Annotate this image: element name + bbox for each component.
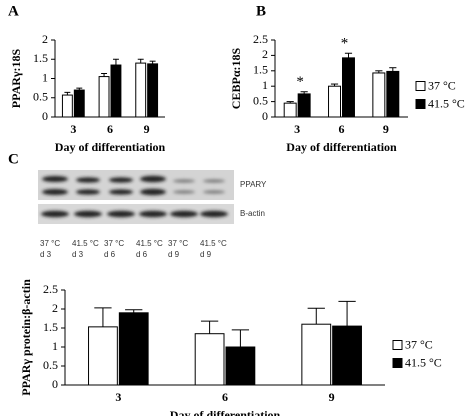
bar [342,57,355,118]
western-blot [38,170,234,224]
lane-label: 41.5 °C [200,239,227,248]
error-bar [375,70,383,73]
y-tick-label: 0 [52,377,58,391]
bar [147,63,159,118]
x-tick-label: 9 [383,122,389,136]
error-bar [300,91,308,94]
y-tick-label: 0.5 [253,93,268,107]
bar [225,346,256,386]
error-bar [286,101,294,104]
band-label: B-actin [240,209,265,218]
panel-label: A [8,3,19,19]
band-label: PPARY [240,180,267,189]
lane-label: 37 °C [40,239,60,248]
x-tick-label: 9 [144,122,150,136]
error-bar [101,72,108,77]
bar [386,70,400,118]
blot-membrane [38,204,234,224]
x-tick-label: 9 [329,390,335,404]
lane-label: d 3 [40,250,52,259]
y-tick-label: 0 [42,109,48,123]
y-tick-label: 2 [262,47,268,61]
y-tick-label: 2 [42,32,48,46]
x-tick-label: 6 [339,122,345,136]
error-bar [149,60,156,64]
y-axis-label: PPARγ protein:β-actin [19,279,33,396]
error-bar [231,329,250,347]
y-tick-label: 1 [42,70,48,84]
blot-membrane [38,170,234,200]
y-tick-label: 2.5 [253,32,268,46]
bar [372,72,386,118]
error-bar [137,58,144,64]
legend-label: 37 °C [405,337,433,351]
lane-label: 41.5 °C [136,239,163,248]
y-tick-label: 0.5 [33,90,48,104]
lane-label: 37 °C [104,239,124,248]
legend-swatch [415,81,426,91]
significance-marker: * [296,74,304,90]
legend-swatch [415,99,426,109]
error-bar [389,67,397,72]
x-tick-label: 3 [294,122,300,136]
error-bar [344,52,353,58]
y-tick-label: 1.5 [43,320,58,334]
y-axis-label: PPARγ:18S [9,48,23,108]
y-tick-label: 1 [262,78,268,92]
y-tick-label: 2.5 [43,282,58,296]
panel-label: B [256,3,266,19]
x-tick-label: 3 [115,390,121,404]
lane-label: d 6 [136,250,148,259]
legend-label: 41.5 °C [428,96,465,110]
legend-swatch [392,358,403,368]
x-tick-label: 6 [222,390,228,404]
lane-label: d 6 [104,250,116,259]
lane-label: 41.5 °C [72,239,99,248]
lane-label: 37 °C [168,239,188,248]
bar [332,325,362,386]
legend-swatch [392,340,403,350]
error-bar [200,320,219,334]
panel-label: C [8,151,19,167]
significance-marker: * [341,36,349,52]
bar [194,333,225,386]
legend-label: 37 °C [428,78,456,92]
x-axis-label: Day of differentiation [286,140,397,154]
y-tick-label: 0.5 [43,358,58,372]
y-axis-label: CEBPα:18S [229,47,243,109]
error-bar [76,87,83,91]
error-bar [338,300,356,327]
error-bar [330,83,339,87]
bar [88,326,118,386]
bar [73,89,85,118]
bar [297,93,311,118]
bar [135,62,147,118]
y-tick-label: 2 [52,301,58,315]
error-bar [112,58,119,66]
bar [118,312,149,386]
y-tick-label: 1.5 [33,51,48,65]
bar [61,94,73,118]
lane-label: d 3 [72,250,84,259]
x-tick-label: 3 [70,122,76,136]
bar [98,76,110,118]
y-tick-label: 1.5 [253,63,268,77]
error-bar [307,307,325,325]
bar [110,64,122,118]
x-axis-label: Day of differentiation [170,408,281,416]
y-tick-label: 1 [52,339,58,353]
bar [328,85,341,118]
error-bar [94,307,112,327]
x-tick-label: 6 [107,122,113,136]
x-axis-label: Day of differentiation [55,140,166,154]
error-bar [64,91,71,96]
bar [301,323,332,386]
lane-label: d 9 [168,250,180,259]
error-bar [125,309,143,313]
bar [283,102,297,118]
legend-label: 41.5 °C [405,355,442,369]
lane-label: d 9 [200,250,212,259]
y-tick-label: 0 [262,109,268,123]
